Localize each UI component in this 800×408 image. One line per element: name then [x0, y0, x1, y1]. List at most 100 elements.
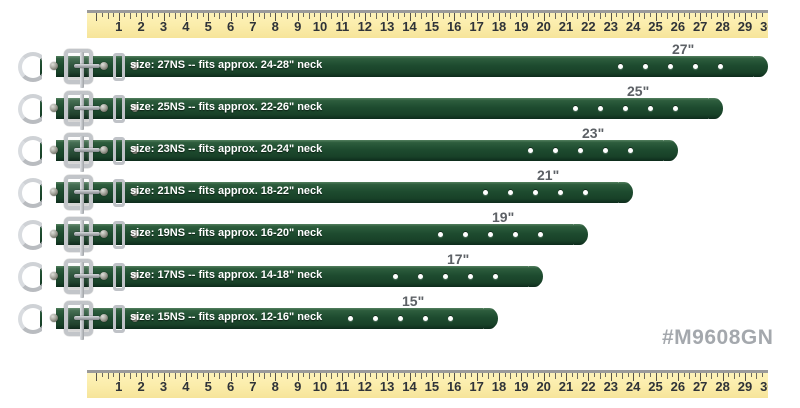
ruler-number: 12 [357, 19, 373, 34]
ruler-tick-major [185, 13, 187, 21]
rivet [100, 104, 108, 112]
ruler-tick-minor [672, 13, 674, 17]
collar-strap [40, 224, 574, 245]
ruler-tick-minor [180, 373, 182, 377]
ruler-number: 30 [760, 379, 768, 394]
ruler-tick-minor [353, 373, 355, 379]
ruler-tick-minor [510, 373, 512, 379]
ruler-tick-minor [471, 13, 472, 17]
ruler-tick-minor [213, 373, 215, 377]
ruler-tick-major [364, 13, 366, 21]
ruler-number: 10 [312, 379, 328, 394]
strap-tip [574, 224, 588, 245]
ruler-number: 9 [294, 379, 302, 394]
ruler-tick-minor [152, 373, 154, 379]
ruler-number: 19 [514, 19, 529, 34]
ruler-number: 5 [204, 379, 212, 394]
buckle-bar [80, 52, 84, 88]
adjustment-hole [418, 274, 423, 279]
adjustment-hole [443, 274, 448, 279]
ruler-tick-major [677, 13, 679, 21]
ruler-number: 14 [402, 379, 417, 394]
ruler-tick-minor [191, 373, 193, 377]
rivet [131, 272, 139, 280]
ruler-tick-minor [493, 13, 495, 17]
size-caption: 25" [627, 83, 650, 99]
strap-size-label: size: 17NS -- fits approx. 14-18" neck [130, 269, 323, 281]
ruler-tick-major [364, 373, 366, 381]
ruler-number: 1 [115, 379, 123, 394]
ruler-tick-major [208, 13, 210, 21]
ruler-tick-major [476, 373, 478, 381]
ruler-number: 9 [294, 19, 302, 34]
ruler-tick-major [677, 373, 679, 381]
rivet [100, 272, 108, 280]
ruler-number: 2 [137, 19, 145, 34]
ruler-tick-minor [661, 13, 663, 17]
buckle-bar [80, 262, 84, 298]
ruler-tick-minor [381, 13, 383, 17]
d-ring [18, 178, 56, 208]
ruler-number: 6 [226, 19, 235, 34]
ruler-tick-minor [689, 13, 691, 19]
adjustment-hole [423, 316, 428, 321]
ruler-tick-minor [549, 373, 551, 377]
rivet [100, 146, 108, 154]
ruler-number: 26 [670, 379, 686, 394]
ruler-number: 3 [159, 379, 168, 394]
collar-strap [40, 56, 754, 77]
ruler-tick-minor [599, 13, 601, 19]
ruler-tick-major [96, 13, 98, 21]
ruler-tick-minor [269, 13, 271, 17]
ruler-tick-major [722, 13, 724, 21]
ruler-number: 18 [491, 19, 507, 34]
rivet [131, 230, 139, 238]
ruler-tick-minor [236, 373, 238, 377]
ruler-tick-minor [314, 373, 316, 377]
ruler-tick-minor [169, 373, 171, 377]
buckle-prong [74, 64, 100, 68]
ruler-tick-minor [471, 373, 472, 377]
ruler-tick-major [409, 373, 411, 381]
ruler-number: 16 [446, 19, 462, 34]
ruler-tick-minor [448, 373, 450, 377]
ruler-tick-minor [750, 13, 752, 17]
ruler-tick-major [185, 373, 187, 381]
ruler-tick-minor [370, 373, 372, 377]
ruler-number: 17 [469, 379, 484, 394]
ruler-tick-minor [152, 13, 154, 19]
adjustment-hole [673, 106, 678, 111]
ruler-number: 15 [424, 19, 440, 34]
keeper-loop [113, 221, 125, 249]
ruler-tick-minor [113, 373, 115, 377]
top-ruler: 1 2 3 4 5 6 7 8 9 10 11 12 13 14 15 16 17 18 19 20 21 22 23 24 2… [87, 10, 768, 38]
ruler-tick-minor [331, 13, 333, 19]
ruler-tick-major [342, 373, 344, 381]
adjustment-hole [508, 190, 513, 195]
ruler-tick-minor [420, 13, 422, 19]
ruler-tick-minor [359, 13, 361, 17]
ruler-number: 20 [536, 379, 551, 394]
ruler-tick-minor [286, 13, 288, 19]
ruler-tick-minor [705, 373, 707, 377]
ruler-tick-minor [331, 373, 333, 379]
adjustment-hole [553, 148, 558, 153]
ruler-edge [87, 370, 768, 373]
ruler-tick-minor [605, 373, 607, 377]
collar-strap [40, 98, 709, 119]
ruler-tick-minor [465, 373, 467, 379]
ruler-tick-minor [683, 13, 685, 17]
ruler-tick-major [543, 373, 545, 381]
ruler-tick-minor [443, 13, 444, 19]
ruler-tick-minor [549, 13, 551, 17]
ruler-tick-major [499, 13, 500, 21]
ruler-tick-minor [102, 13, 103, 17]
ruler-tick-minor [532, 13, 534, 19]
ruler-tick-minor [375, 13, 377, 19]
ruler-tick-minor [487, 373, 489, 379]
ruler-tick-major [521, 373, 523, 381]
ruler-tick-major [499, 373, 500, 381]
ruler-tick-major [521, 13, 523, 21]
rivet [100, 188, 108, 196]
